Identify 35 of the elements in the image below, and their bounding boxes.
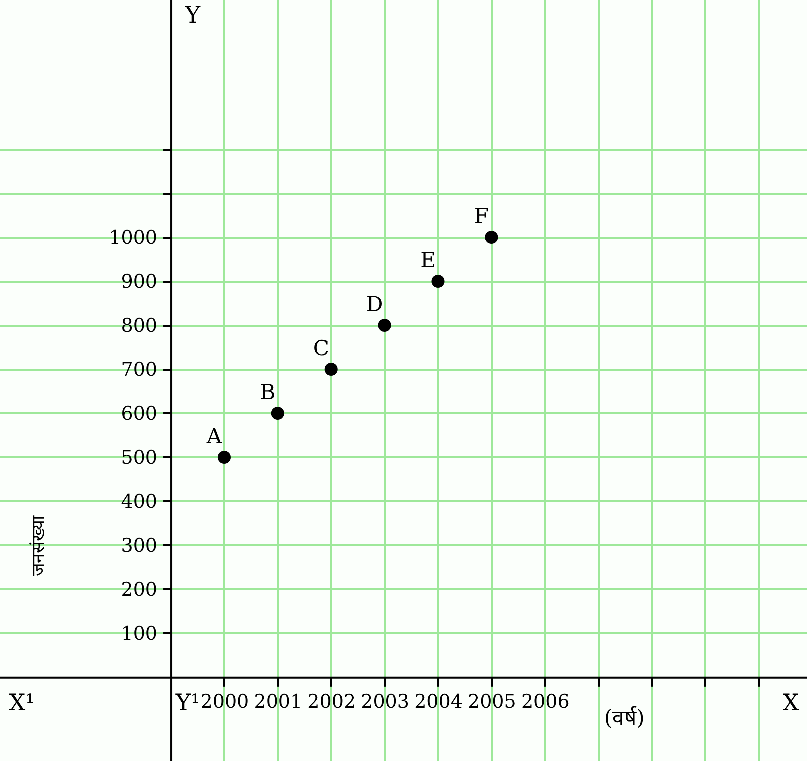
y-tick-label: 800 [121, 315, 158, 338]
x-tick-label: 2000 [200, 690, 250, 713]
annotation: A [206, 424, 223, 448]
point [218, 450, 231, 464]
x-axis-title: (वर्ष) [604, 706, 645, 730]
point [271, 406, 284, 420]
annotation: D [366, 292, 384, 317]
x-tick-label: 2002 [308, 690, 356, 713]
annotation: C [313, 336, 330, 361]
y-tick-label: 1000 [109, 227, 158, 250]
point [432, 275, 445, 288]
annotation: Y [184, 3, 202, 29]
y-tick-label: 300 [121, 534, 158, 557]
annotation: X [782, 690, 800, 716]
y-tick-label: 200 [121, 578, 158, 601]
y-tick-label: 900 [121, 271, 158, 294]
annotation: E [420, 248, 436, 273]
annotation: X¹ [9, 690, 35, 716]
y-tick-label: 100 [121, 622, 158, 645]
point [324, 362, 338, 376]
y-axis-title: जनसंख्या [28, 515, 50, 576]
y-tick-label: 700 [121, 359, 158, 382]
point [485, 231, 498, 244]
annotation: Y¹ [174, 690, 200, 716]
annotation: B [260, 380, 276, 404]
annotation: F [474, 204, 489, 229]
y-tick-label: 400 [121, 490, 158, 513]
y-tick-label: 500 [121, 446, 158, 469]
x-tick-label: 2004 [414, 690, 463, 713]
y-tick-label: 600 [121, 402, 158, 425]
x-tick-label: 2001 [254, 690, 303, 713]
x-tick-label: 2006 [521, 690, 570, 713]
x-tick-label: 2003 [361, 690, 410, 713]
x-tick-label: 2005 [468, 690, 516, 713]
point [378, 319, 392, 332]
